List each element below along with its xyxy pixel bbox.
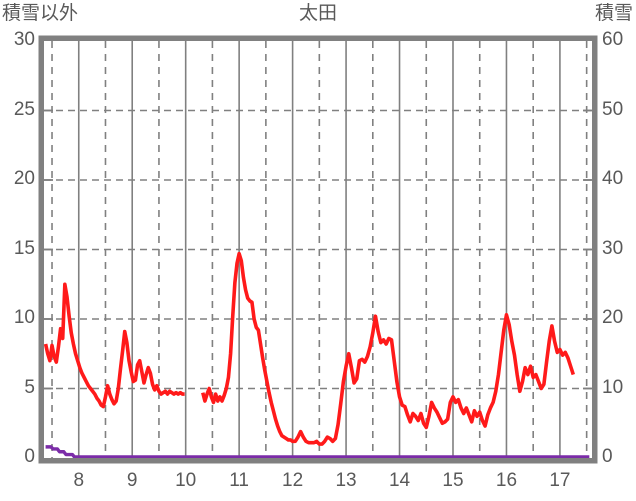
y-axis-left-tick-label: 10 (13, 307, 35, 328)
series-line-snow (45, 445, 590, 459)
left-axis-title: 積雪以外 (2, 3, 79, 24)
x-axis-tick-label: 9 (126, 470, 138, 491)
y-axis-right-tick-label: 10 (602, 376, 624, 398)
x-axis-tick-label: 17 (549, 470, 571, 491)
right-axis-title: 積雪 (594, 3, 633, 24)
page-title: 太田 (298, 3, 337, 24)
y-axis-left-tick-label: 5 (24, 376, 35, 398)
series-line-nonsnow (43, 282, 185, 409)
x-axis-tick-label: 12 (282, 470, 304, 491)
x-axis-tick-label: 15 (442, 470, 464, 491)
x-axis-tick-label: 10 (175, 470, 197, 491)
y-axis-right-tick-label: 30 (602, 237, 624, 259)
y-axis-left-tick-label: 20 (13, 168, 35, 189)
y-axis-right-tick-label: 0 (602, 446, 613, 467)
x-axis-tick-label: 14 (388, 470, 411, 491)
y-axis-left-tick-label: 25 (13, 98, 35, 120)
y-axis-right-tick-label: 20 (602, 307, 624, 328)
x-axis-tick-label: 8 (73, 470, 85, 491)
y-axis-left-tick-label: 15 (13, 237, 35, 259)
x-axis-tick-label: 16 (495, 470, 518, 491)
plot-background (44, 41, 592, 458)
x-axis-tick-label: 13 (335, 470, 357, 491)
x-axis-tick-label: 11 (229, 470, 249, 491)
y-axis-right-tick-label: 60 (602, 29, 624, 50)
y-axis-right-tick-label: 40 (602, 168, 624, 189)
y-axis-right-tick-label: 50 (602, 98, 624, 120)
series-line-nonsnow (201, 251, 576, 446)
y-axis-left-tick-label: 0 (24, 446, 35, 467)
y-axis-left-tick-label: 30 (13, 29, 35, 50)
